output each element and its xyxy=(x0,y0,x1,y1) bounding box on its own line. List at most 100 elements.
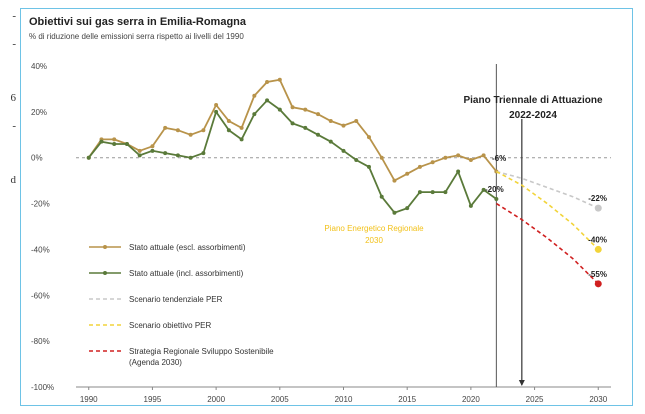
legend-label: Strategia Regionale Sviluppo Sostenibile xyxy=(129,347,274,356)
data-point xyxy=(239,137,244,142)
data-point xyxy=(379,194,384,199)
legend-label: Stato attuale (escl. assorbimenti) xyxy=(129,243,246,252)
data-point xyxy=(265,80,270,85)
data-point xyxy=(417,164,422,169)
data-point xyxy=(481,153,486,158)
endpoint-label: -22% xyxy=(588,194,607,203)
series-line xyxy=(87,78,498,182)
series-layer: -22% -40% -55% xyxy=(86,77,607,288)
energy-plan-label: Piano Energetico Regionale xyxy=(324,224,424,233)
data-point xyxy=(328,139,333,144)
y-tick-label: -20% xyxy=(31,200,50,209)
value-label-6: -6% xyxy=(492,154,506,163)
data-point xyxy=(456,169,461,174)
page-text-fragment: - xyxy=(12,38,16,50)
data-point xyxy=(341,148,346,153)
legend-swatch-marker xyxy=(103,271,107,275)
data-point xyxy=(316,112,321,117)
data-point xyxy=(456,153,461,158)
data-point xyxy=(430,160,435,165)
data-point xyxy=(252,112,257,117)
x-tick-label: 1995 xyxy=(144,395,162,404)
x-tick-label: 2025 xyxy=(526,395,544,404)
y-tick-label: -80% xyxy=(31,337,50,346)
data-point xyxy=(137,153,142,158)
legend: Stato attuale (escl. assorbimenti) Stato … xyxy=(89,243,274,367)
plan-end-arrow-head xyxy=(518,380,525,386)
chart-svg: Obiettivi sui gas serra in Emilia-Romagn… xyxy=(29,16,611,404)
data-point xyxy=(303,125,308,130)
data-point xyxy=(443,190,448,195)
data-point xyxy=(163,125,168,130)
data-point xyxy=(112,141,117,146)
data-point xyxy=(290,121,295,126)
page-text-fragment: 6 xyxy=(10,92,17,104)
annotations-layer: Piano Triennale di Attuazione 2022-2024 Pi… xyxy=(324,64,603,387)
data-point xyxy=(379,155,384,160)
series-line xyxy=(495,202,599,285)
data-point xyxy=(201,128,206,133)
legend-swatch-marker xyxy=(103,245,107,249)
y-tick-label: 20% xyxy=(31,108,47,117)
endpoint-marker xyxy=(594,280,602,288)
legend-label: Stato attuale (incl. assorbimenti) xyxy=(129,269,244,278)
value-label-20: -20% xyxy=(485,185,504,194)
legend-label: Scenario tendenziale PER xyxy=(129,295,223,304)
x-tick-label: 2015 xyxy=(398,395,416,404)
data-point xyxy=(277,107,282,112)
chart-subtitle: % di riduzione delle emissioni serra ris… xyxy=(29,32,244,41)
x-tick-label: 2020 xyxy=(462,395,480,404)
data-point xyxy=(430,190,435,195)
plan-title: Piano Triennale di Attuazione xyxy=(463,95,603,106)
y-tick-label: -40% xyxy=(31,245,50,254)
data-point xyxy=(265,98,270,103)
data-point xyxy=(354,158,359,163)
y-tick-label: -60% xyxy=(31,291,50,300)
data-point xyxy=(201,151,206,156)
endpoint-marker xyxy=(594,204,602,212)
x-tick-label: 2010 xyxy=(335,395,353,404)
data-point xyxy=(150,144,155,149)
endpoint-label: -55% xyxy=(588,270,607,279)
chart-frame: Obiettivi sui gas serra in Emilia-Romagn… xyxy=(20,8,633,406)
data-point xyxy=(405,206,410,211)
data-point xyxy=(392,178,397,183)
data-point xyxy=(99,139,104,144)
data-point xyxy=(392,210,397,215)
x-tick-label: 2000 xyxy=(207,395,225,404)
data-point xyxy=(150,148,155,153)
chart-title: Obiettivi sui gas serra in Emilia-Romagn… xyxy=(29,16,247,28)
data-point xyxy=(137,148,142,153)
data-point xyxy=(341,123,346,128)
data-point xyxy=(494,196,499,201)
endpoint-marker xyxy=(594,245,602,253)
energy-plan-label: 2030 xyxy=(365,236,383,245)
data-point xyxy=(405,171,410,176)
data-point xyxy=(112,137,117,142)
data-point xyxy=(366,164,371,169)
data-point xyxy=(316,132,321,137)
endpoint-label: -40% xyxy=(588,235,607,244)
data-point xyxy=(328,119,333,124)
data-point xyxy=(417,190,422,195)
data-point xyxy=(277,77,282,82)
series-line xyxy=(496,170,599,250)
y-tick-label: 40% xyxy=(31,62,47,71)
x-tick-label: 2005 xyxy=(271,395,289,404)
data-point xyxy=(366,135,371,140)
data-point xyxy=(188,155,193,160)
data-point xyxy=(175,128,180,133)
data-point xyxy=(443,155,448,160)
data-point xyxy=(252,93,257,98)
data-point xyxy=(175,153,180,158)
page-text-fragment: - xyxy=(12,120,16,132)
data-point xyxy=(468,203,473,208)
data-point xyxy=(481,187,486,192)
data-point xyxy=(239,125,244,130)
data-point xyxy=(226,128,231,133)
x-tick-label: 2030 xyxy=(589,395,607,404)
plan-years: 2022-2024 xyxy=(509,110,557,121)
y-tick-label: -100% xyxy=(31,383,54,392)
data-point xyxy=(468,158,473,163)
data-point xyxy=(86,155,91,160)
